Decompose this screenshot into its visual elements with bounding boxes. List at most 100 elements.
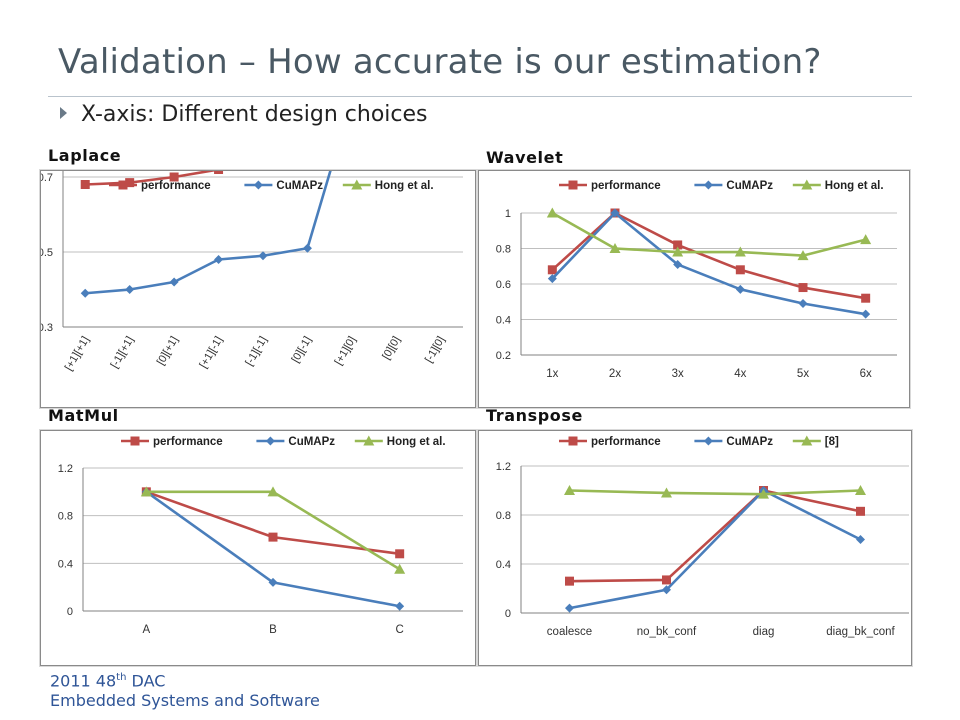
legend-entry: performance — [591, 180, 661, 192]
data-point — [609, 243, 621, 253]
data-point — [125, 178, 135, 188]
series-line-cumapz — [569, 489, 862, 610]
data-point — [673, 240, 683, 250]
x-tick-label: diag — [753, 626, 775, 638]
footer: 2011 48th DAC Embedded Systems and Softw… — [50, 668, 320, 711]
panel-label-matmul: MatMul — [48, 406, 119, 425]
data-point — [140, 486, 152, 497]
data-point — [564, 485, 575, 495]
data-point — [735, 265, 745, 275]
data-point — [856, 535, 865, 544]
y-tick-label: 0.2 — [496, 350, 511, 362]
legend-marker — [703, 436, 713, 446]
legend-entry: Hong et al. — [375, 180, 434, 192]
data-point — [662, 575, 671, 585]
data-point — [661, 487, 672, 498]
x-tick-label: diag_bk_conf — [826, 626, 895, 638]
data-point — [565, 603, 574, 613]
x-tick-label: B — [269, 624, 277, 636]
data-point — [546, 207, 558, 218]
data-point — [734, 246, 746, 257]
data-point — [395, 601, 405, 611]
chart-laplace-svg: 0.30.50.70.91.1[+1][+1][-1][+1][0][+1][+… — [41, 171, 463, 373]
x-tick-label: 1x — [546, 368, 558, 380]
x-tick-label: [0][0] — [380, 335, 403, 362]
data-point — [798, 283, 808, 293]
data-point — [258, 251, 268, 261]
y-tick-label: 0.3 — [41, 322, 53, 334]
data-point — [758, 488, 769, 499]
data-point — [565, 576, 574, 586]
legend-entry: CuMAPz — [288, 436, 335, 448]
x-tick-label: [+1][0] — [333, 335, 359, 368]
legend-entry: Hong et al. — [387, 436, 446, 448]
x-tick-label: C — [396, 624, 404, 636]
data-point — [80, 288, 90, 298]
x-tick-label: coalesce — [547, 626, 592, 638]
data-point — [861, 293, 871, 303]
x-tick-label: [-1][-1] — [243, 335, 269, 369]
x-tick-label: [0][+1] — [155, 335, 181, 368]
data-point — [547, 274, 557, 284]
data-point — [547, 265, 557, 275]
data-point — [214, 255, 224, 264]
legend-marker — [253, 180, 263, 190]
legend-marker — [265, 436, 275, 446]
data-point — [856, 506, 865, 516]
legend-marker — [568, 180, 578, 190]
data-point — [394, 563, 406, 574]
data-point — [610, 208, 620, 218]
y-tick-label: 0.4 — [496, 559, 511, 571]
slide-title: Validation – How accurate is our estimat… — [58, 42, 822, 82]
x-tick-label: no_bk_conf — [637, 626, 697, 638]
data-point — [673, 259, 683, 269]
x-tick-label: 5x — [797, 368, 809, 380]
y-tick-label: 0.8 — [58, 511, 73, 523]
x-tick-label: A — [142, 624, 150, 636]
series-line-performance — [569, 489, 861, 583]
legend-marker — [351, 179, 363, 190]
y-tick-label: 1 — [505, 208, 511, 220]
panel-label-wavelet: Wavelet — [486, 148, 564, 167]
legend-marker — [363, 435, 375, 446]
legend-entry: CuMAPz — [726, 180, 773, 192]
x-tick-label: [+1][+1] — [63, 335, 92, 373]
title-divider — [48, 96, 912, 97]
y-tick-label: 0.7 — [41, 172, 53, 184]
data-point — [169, 277, 179, 287]
series-line-performance — [145, 490, 400, 556]
y-tick-label: 0 — [67, 606, 73, 618]
data-point — [268, 577, 278, 587]
legend-marker — [118, 180, 128, 190]
x-tick-label: 6x — [860, 368, 872, 380]
bullet-text: X-axis: Different design choices — [81, 102, 428, 127]
legend-entry: CuMAPz — [726, 436, 773, 448]
x-tick-label: 2x — [609, 368, 621, 380]
series-line-cumapz — [551, 211, 866, 316]
legend-marker — [801, 179, 813, 190]
data-point — [735, 284, 745, 294]
data-point — [169, 172, 179, 182]
panel-label-transpose: Transpose — [486, 406, 583, 425]
x-tick-label: [0][-1] — [290, 335, 314, 365]
data-point — [395, 549, 405, 559]
chart-wavelet: 0.2 0.4 0.6 0.8 1 1x 2x 3x 4x 5x 6x performance CuMA… — [478, 170, 910, 408]
y-tick-label: 0.8 — [496, 244, 511, 256]
legend-entry: performance — [153, 436, 223, 448]
footer-track: Embedded Systems and Software — [50, 691, 320, 711]
series-line-performance — [85, 171, 218, 186]
x-tick-label: [-1][0] — [423, 335, 447, 365]
chart-wavelet-svg: 0.2 0.4 0.6 0.8 1 1x 2x 3x 4x 5x 6x performance CuMA… — [496, 179, 897, 380]
legend-marker — [130, 436, 140, 446]
series-line-hongetal — [146, 490, 401, 571]
legend-marker — [703, 180, 713, 190]
bullet-x-axis: X-axis: Different design choices — [60, 102, 427, 127]
x-tick-label: [+1][-1] — [197, 335, 225, 371]
x-tick-label: [-1][+1] — [109, 335, 137, 371]
y-tick-label: 0.6 — [496, 279, 511, 291]
bullet-arrow-icon — [60, 107, 67, 119]
data-point — [798, 299, 808, 309]
data-point — [855, 485, 866, 495]
